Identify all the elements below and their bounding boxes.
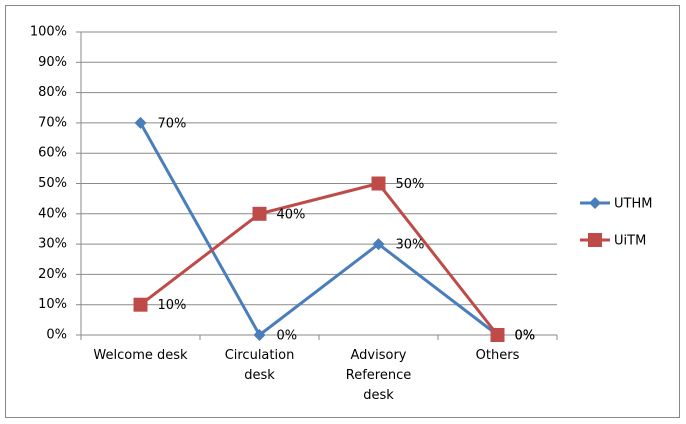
y-tick-label: 20% bbox=[38, 267, 67, 282]
data-label: 70% bbox=[158, 116, 187, 131]
y-tick-label: 50% bbox=[38, 176, 67, 191]
y-tick-label: 30% bbox=[38, 237, 67, 252]
marker bbox=[252, 206, 267, 221]
marker bbox=[253, 329, 266, 341]
y-tick-label: 80% bbox=[38, 85, 67, 100]
marker bbox=[134, 116, 147, 129]
data-label: 10% bbox=[158, 298, 187, 313]
marker bbox=[372, 238, 385, 251]
y-tick-label: 90% bbox=[38, 55, 67, 70]
x-tick-label: Others bbox=[475, 348, 520, 363]
chart-border bbox=[5, 5, 680, 418]
y-tick-label: 0% bbox=[46, 328, 67, 343]
legend-label: UTHM bbox=[614, 197, 652, 212]
y-tick-label: 60% bbox=[38, 146, 67, 161]
data-label: 0% bbox=[277, 329, 298, 344]
x-tick-label: Welcome desk bbox=[93, 348, 188, 363]
y-tick-label: 70% bbox=[38, 115, 67, 130]
data-label: 0% bbox=[515, 329, 536, 344]
marker bbox=[589, 197, 601, 209]
marker bbox=[490, 328, 505, 342]
data-label: 40% bbox=[277, 207, 306, 222]
data-label: 50% bbox=[396, 177, 425, 192]
y-tick-label: 10% bbox=[38, 297, 67, 312]
y-tick-label: 100% bbox=[30, 25, 67, 40]
marker bbox=[371, 176, 386, 191]
marker bbox=[133, 297, 148, 312]
marker bbox=[588, 233, 602, 247]
data-label: 30% bbox=[396, 238, 425, 253]
x-tick-label: Circulation desk bbox=[224, 348, 295, 383]
legend-label: UiTM bbox=[614, 234, 646, 249]
series-line bbox=[139, 122, 499, 338]
data-label: 0% bbox=[515, 329, 536, 344]
x-tick-label: Advisory Reference desk bbox=[345, 348, 412, 403]
series-line bbox=[139, 181, 499, 336]
y-tick-label: 40% bbox=[38, 206, 67, 221]
